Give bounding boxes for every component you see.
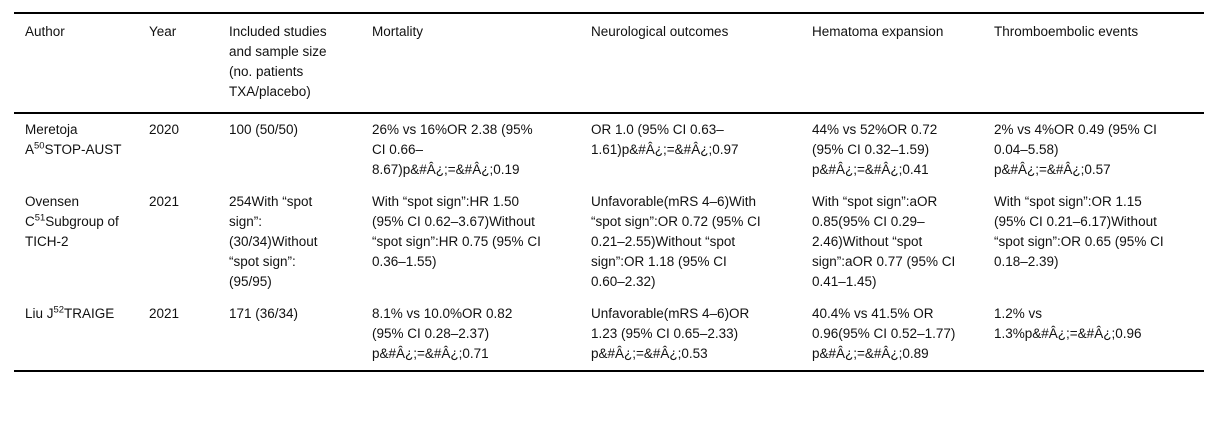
header-row: Author Year Included studies and sample …	[14, 13, 1204, 114]
author-cell: Liu J52TRAIGE	[14, 298, 149, 371]
neurological-outcomes-cell: Unfavorable(mRS 4–6)OR 1.23 (95% CI 0.65…	[591, 306, 750, 361]
thromboembolic-events-cell: 2% vs 4%OR 0.49 (95% CI 0.04–5.58) p&#Â¿…	[994, 122, 1157, 177]
included-studies-cell: 100 (50/50)	[229, 122, 299, 137]
mortality-cell: With “spot sign”:HR 1.50 (95% CI 0.62–3.…	[372, 194, 541, 269]
mortality-cell: 8.1% vs 10.0%OR 0.82 (95% CI 0.28–2.37) …	[372, 306, 513, 361]
included-studies-cell: 171 (36/34)	[229, 306, 299, 321]
author-cell: Meretoja A50STOP-AUST	[14, 113, 149, 186]
trial-name: Subgroup of TICH-2	[25, 214, 119, 249]
author-name: Meretoja A	[25, 122, 78, 157]
column-header-thromboembolic-events: Thromboembolic events	[994, 13, 1204, 114]
hematoma-expansion-cell: 44% vs 52%OR 0.72 (95% CI 0.32–1.59) p&#…	[812, 122, 938, 177]
table-header: Author Year Included studies and sample …	[14, 13, 1204, 114]
author-name: Ovensen C	[25, 194, 80, 229]
year-cell: 2021	[149, 194, 180, 209]
table-row: Meretoja A50STOP-AUST 2020 100 (50/50) 2…	[14, 113, 1204, 186]
column-header-author: Author	[14, 13, 149, 114]
author-name: Liu J	[25, 306, 54, 321]
neurological-outcomes-cell: OR 1.0 (95% CI 0.63–1.61)p&#Â¿;=&#Â¿;0.9…	[591, 122, 739, 157]
column-header-included-studies: Included studies and sample size (no. pa…	[229, 13, 372, 114]
reference-superscript: 51	[34, 212, 46, 224]
author-cell: Ovensen C51Subgroup of TICH-2	[14, 186, 149, 298]
reference-superscript: 50	[34, 140, 45, 152]
hematoma-expansion-cell: With “spot sign”:aOR 0.85(95% CI 0.29–2.…	[812, 194, 956, 289]
column-header-mortality: Mortality	[372, 13, 591, 114]
year-cell: 2020	[149, 122, 180, 137]
trial-name: STOP-AUST	[44, 142, 122, 157]
trial-name: TRAIGE	[64, 306, 115, 321]
paper-table-region: Author Year Included studies and sample …	[14, 12, 1204, 372]
thromboembolic-events-cell: 1.2% vs 1.3%p&#Â¿;=&#Â¿;0.96	[994, 306, 1142, 341]
column-header-year: Year	[149, 13, 229, 114]
studies-summary-table: Author Year Included studies and sample …	[14, 12, 1204, 372]
table-row: Liu J52TRAIGE 2021 171 (36/34) 8.1% vs 1…	[14, 298, 1204, 371]
thromboembolic-events-cell: With “spot sign”:OR 1.15 (95% CI 0.21–6.…	[994, 194, 1164, 269]
table-row: Ovensen C51Subgroup of TICH-2 2021 254Wi…	[14, 186, 1204, 298]
neurological-outcomes-cell: Unfavorable(mRS 4–6)With “spot sign”:OR …	[591, 194, 761, 289]
column-header-neurological-outcomes: Neurological outcomes	[591, 13, 812, 114]
hematoma-expansion-cell: 40.4% vs 41.5% OR 0.96(95% CI 0.52–1.77)…	[812, 306, 956, 361]
reference-superscript: 52	[53, 304, 65, 316]
included-studies-cell: 254With “spot sign”: (30/34)Without “spo…	[229, 194, 318, 289]
mortality-cell: 26% vs 16%OR 2.38 (95% CI 0.66–8.67)p&#Â…	[372, 122, 533, 177]
column-header-hematoma-expansion: Hematoma expansion	[812, 13, 994, 114]
year-cell: 2021	[149, 306, 180, 321]
table-body: Meretoja A50STOP-AUST 2020 100 (50/50) 2…	[14, 113, 1204, 371]
